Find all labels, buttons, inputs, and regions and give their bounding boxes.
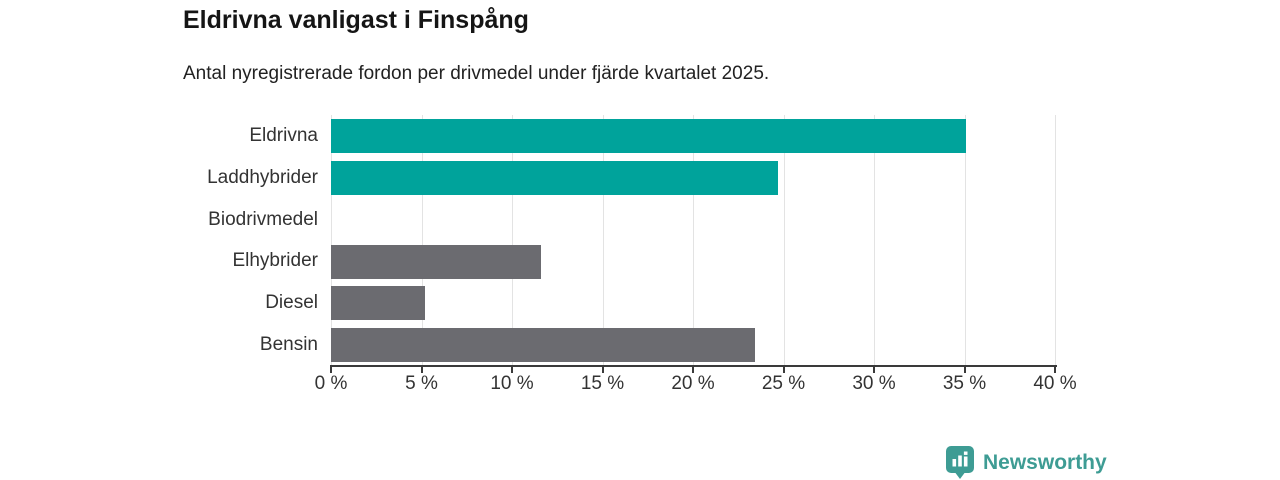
bar-row xyxy=(331,241,1055,283)
x-tick xyxy=(511,367,513,373)
x-tick-label: 40 % xyxy=(1033,373,1077,394)
x-tick xyxy=(1054,367,1056,373)
category-label: Diesel xyxy=(265,292,318,314)
bar-eldrivna xyxy=(331,119,967,153)
x-tick-label: 10 % xyxy=(490,373,534,394)
gridline xyxy=(512,115,513,366)
gridline xyxy=(1055,115,1056,366)
bar-elhybrider xyxy=(331,244,541,279)
x-tick xyxy=(692,367,694,373)
category-label: Eldrivna xyxy=(249,124,318,146)
x-tick-label: 15 % xyxy=(580,373,625,394)
x-tick xyxy=(330,367,332,373)
gridline xyxy=(602,115,604,366)
bar-row xyxy=(331,282,1055,324)
bar-row xyxy=(331,324,1055,366)
bar-row xyxy=(331,115,1055,157)
bar-diesel xyxy=(331,286,426,321)
x-tick-label: 5 % xyxy=(405,373,438,394)
bar-bensin xyxy=(331,328,755,363)
x-tick xyxy=(873,367,875,373)
x-tick xyxy=(782,367,785,373)
chart-subtitle: Antal nyregistrerade fordon per drivmede… xyxy=(183,63,770,84)
x-tick-label: 25 % xyxy=(761,373,806,394)
newsworthy-branding: Newsworthy xyxy=(946,446,1107,479)
x-tick xyxy=(420,367,423,373)
category-label: Laddhybrider xyxy=(207,166,318,188)
x-axis-line xyxy=(330,365,1057,367)
x-tick xyxy=(601,367,604,373)
x-tick-label: 30 % xyxy=(852,373,896,394)
category-label: Bensin xyxy=(259,334,318,356)
gridline xyxy=(421,115,423,366)
gridline xyxy=(874,115,875,366)
x-tick-label: 20 % xyxy=(671,373,715,394)
x-tick xyxy=(963,367,966,373)
plot-area xyxy=(331,115,1056,366)
bar-laddhybrider xyxy=(331,160,779,195)
gridline xyxy=(964,115,966,366)
gridline xyxy=(331,115,332,366)
x-tick-label: 35 % xyxy=(942,373,987,394)
category-label: Elhybrider xyxy=(232,250,318,272)
category-axis: Eldrivna Laddhybrider Biodrivmedel Elhybrid… xyxy=(0,115,318,366)
bar-row xyxy=(331,157,1055,199)
chart-title: Eldrivna vanligast i Finspång xyxy=(183,6,529,34)
category-label: Biodrivmedel xyxy=(208,208,318,230)
newsworthy-logo-text: Newsworthy xyxy=(983,450,1107,474)
gridline xyxy=(783,115,785,366)
bar-row xyxy=(331,199,1055,241)
gridline xyxy=(693,115,694,366)
newsworthy-logo-icon xyxy=(946,446,974,479)
x-tick-label: 0 % xyxy=(314,373,348,394)
